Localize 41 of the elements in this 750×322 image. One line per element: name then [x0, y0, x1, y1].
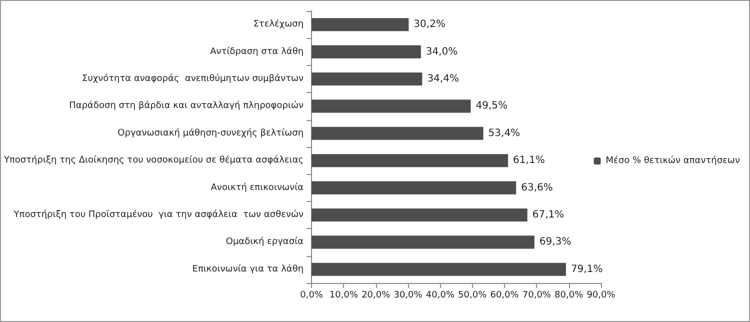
- y-tick-label: Ομαδική εργασία: [226, 236, 304, 248]
- data-label: 34,0%: [426, 46, 458, 58]
- y-tick-label: Στελέχωση: [253, 18, 304, 30]
- bar: [312, 72, 422, 86]
- y-tick-label: Υποστήριξη της Διοίκησης του νοσοκομείου σε θέματα ασφάλειας: [2, 154, 304, 166]
- data-label: 61,1%: [513, 155, 545, 166]
- data-label: 67,1%: [532, 210, 564, 220]
- data-label: 34,4%: [427, 74, 459, 84]
- x-tick-label: 10,0%: [329, 290, 358, 300]
- bar: [312, 236, 534, 249]
- y-tick-label: Συχνότητα αναφοράς ανεπιθύμητων συμβάντων: [82, 73, 304, 84]
- x-tick-label: 0,0%: [300, 290, 324, 300]
- x-tick-label: 40,0%: [426, 290, 455, 300]
- y-tick-label: Επικοινωνία για τα λάθη: [192, 263, 304, 274]
- x-tick-label: 90,0%: [586, 290, 616, 300]
- x-tick-label: 60,0%: [490, 290, 520, 300]
- data-label: 63,6%: [521, 182, 553, 194]
- y-tick-label: Οργανωσιακή μάθηση-συνεχής βελτίωση: [118, 127, 304, 138]
- bar: [312, 100, 471, 113]
- y-tick-label: Ανοικτή επικοινωνία: [210, 182, 304, 193]
- y-tick-label: Παράδοση στη βάρδια και ανταλλαγή πληροφοριών: [69, 100, 304, 112]
- data-label: 79,1%: [570, 264, 603, 275]
- bar: [312, 262, 566, 276]
- bar: [312, 126, 484, 140]
- y-tick-label: Υποστήριξη του Προϊσταμένου για την ασφάλεια των ασθενών: [12, 209, 304, 220]
- data-label: 30,2%: [414, 19, 446, 30]
- bar: [312, 18, 409, 32]
- bar: [312, 45, 421, 58]
- bar: [312, 208, 528, 222]
- data-label: 69,3%: [539, 236, 572, 248]
- x-tick-label: 80,0%: [554, 290, 584, 300]
- x-tick-label: 30,0%: [394, 290, 423, 300]
- bar: [312, 181, 516, 194]
- x-tick-label: 70,0%: [522, 290, 552, 300]
- bar: [312, 154, 508, 168]
- data-label: 49,5%: [476, 100, 508, 112]
- legend-label: Μέσο % θετικών απαντήσεων: [606, 155, 740, 166]
- x-tick-label: 20,0%: [362, 290, 391, 300]
- x-tick-label: 50,0%: [458, 290, 488, 300]
- data-label: 53,4%: [488, 128, 520, 139]
- y-tick-label: Αντίδραση στα λάθη: [210, 46, 304, 57]
